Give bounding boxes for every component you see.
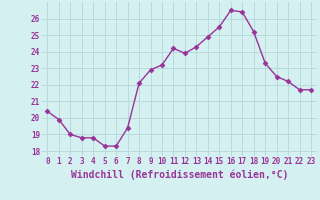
X-axis label: Windchill (Refroidissement éolien,°C): Windchill (Refroidissement éolien,°C): [70, 169, 288, 180]
